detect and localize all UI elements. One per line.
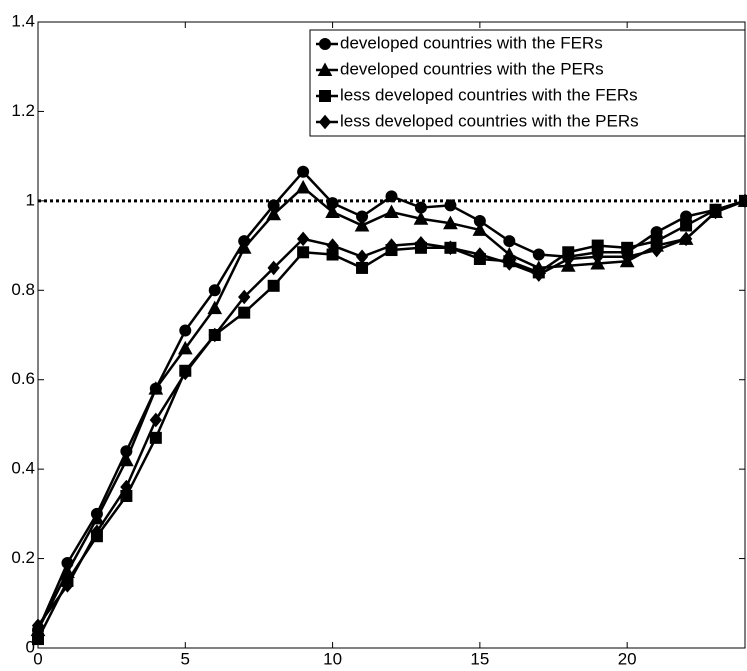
marker xyxy=(238,306,251,319)
legend-label: developed countries with the PERs xyxy=(340,59,604,78)
y-tick-label: 0.4 xyxy=(11,459,35,478)
marker xyxy=(473,247,487,262)
x-tick-label: 0 xyxy=(33,649,42,668)
marker xyxy=(179,365,192,381)
marker xyxy=(267,279,280,292)
marker xyxy=(119,452,134,467)
y-tick-label: 0 xyxy=(26,637,35,656)
marker xyxy=(562,251,575,267)
y-tick-label: 0.6 xyxy=(11,369,35,388)
marker xyxy=(591,239,604,252)
marker xyxy=(532,248,545,261)
marker xyxy=(679,231,693,247)
marker xyxy=(444,240,457,256)
marker xyxy=(61,578,74,593)
marker xyxy=(149,431,162,444)
legend-box xyxy=(309,29,746,137)
x-tick-label: 5 xyxy=(181,649,190,668)
marker xyxy=(148,381,164,395)
legend-label: developed countries with the FERs xyxy=(340,33,603,52)
x-tick-label: 15 xyxy=(470,649,489,668)
marker xyxy=(472,222,488,236)
marker xyxy=(414,236,428,251)
marker xyxy=(621,249,634,265)
marker xyxy=(319,90,331,102)
marker xyxy=(32,633,44,646)
marker xyxy=(208,327,221,343)
marker xyxy=(296,231,310,247)
marker xyxy=(650,242,663,258)
marker xyxy=(355,249,369,265)
y-tick-label: 0.2 xyxy=(11,548,35,567)
marker xyxy=(266,206,282,221)
marker xyxy=(354,217,370,232)
marker xyxy=(413,211,429,225)
marker xyxy=(680,219,693,232)
marker xyxy=(325,204,340,219)
marker xyxy=(179,324,192,337)
plot-frame xyxy=(37,21,746,649)
marker xyxy=(120,479,133,495)
marker xyxy=(177,340,193,355)
y-tick-label: 1 xyxy=(26,190,35,209)
legend-label: less developed countries with the PERs xyxy=(340,111,639,130)
marker xyxy=(90,524,104,540)
marker xyxy=(236,240,252,254)
marker xyxy=(532,267,545,282)
marker xyxy=(384,204,399,219)
marker xyxy=(89,510,105,525)
legend-label: less developed countries with the FERs xyxy=(340,85,638,104)
marker xyxy=(709,204,722,220)
marker xyxy=(208,284,221,297)
x-tick-label: 10 xyxy=(323,649,342,668)
marker xyxy=(297,165,310,178)
marker xyxy=(149,412,162,428)
marker xyxy=(503,256,516,271)
marker xyxy=(356,261,369,274)
marker xyxy=(326,238,339,253)
marker xyxy=(591,249,604,265)
marker xyxy=(297,246,310,259)
marker xyxy=(738,193,747,209)
marker xyxy=(317,62,333,76)
marker xyxy=(443,215,458,230)
marker xyxy=(238,289,251,305)
marker xyxy=(385,190,398,203)
marker xyxy=(385,238,398,253)
marker xyxy=(318,114,332,130)
marker xyxy=(503,235,516,248)
marker xyxy=(444,199,457,212)
marker xyxy=(319,38,331,50)
marker xyxy=(267,260,280,276)
marker xyxy=(31,618,45,633)
y-tick-label: 1.4 xyxy=(11,11,35,30)
marker xyxy=(207,300,223,315)
legend: developed countries with the FERs develop… xyxy=(309,29,746,137)
y-tick-label: 0.8 xyxy=(11,280,35,299)
y-tick-label: 1.2 xyxy=(11,101,35,120)
x-tick-label: 20 xyxy=(618,649,637,668)
marker xyxy=(295,179,311,194)
